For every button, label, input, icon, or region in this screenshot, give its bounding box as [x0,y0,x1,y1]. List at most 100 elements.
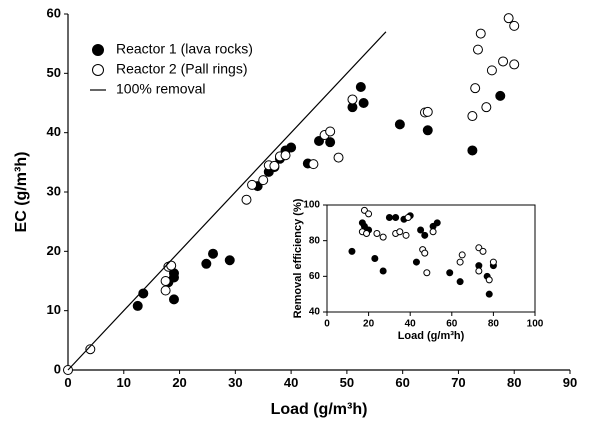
reference-line [67,31,387,371]
data-point [475,28,486,39]
data-point [286,142,297,153]
y-tick-label: 100 [303,200,320,211]
data-point [325,137,336,148]
x-tick-label: 40 [284,375,298,390]
data-point [355,81,366,92]
data-point [421,249,429,257]
data-point [160,276,171,286]
y-tick-label: 40 [47,124,61,139]
data-point [373,230,381,238]
x-tick-label: 30 [228,375,242,390]
data-point [138,288,149,299]
data-point [241,194,252,205]
y-tick-label: 40 [309,307,321,318]
x-tick-label: 80 [507,375,521,390]
data-point [392,213,400,221]
data-point [85,344,96,355]
data-point [358,98,369,108]
x-tick-label: 80 [488,319,500,330]
data-point [402,231,410,239]
data-point [422,125,433,136]
data-point [365,210,373,218]
data-point [503,13,514,24]
y-tick-label: 20 [47,243,61,258]
data-point [247,179,258,190]
data-point [385,213,393,221]
x-tick-label: 90 [563,375,577,390]
data-point [166,260,177,271]
data-point [379,267,387,275]
y-axis-label: EC (g/m³h) [13,152,30,233]
data-point [308,159,319,170]
y-tick-label: 80 [309,235,321,246]
data-point [394,119,405,130]
x-tick-label: 100 [527,319,544,330]
x-tick-label: 50 [340,375,354,390]
data-point [423,269,431,277]
data-point [489,258,497,266]
legend-swatch [92,44,104,56]
data-point [456,258,464,266]
x-tick-label: 60 [395,375,409,390]
y-tick-label: 0 [54,361,61,376]
data-point [421,231,429,239]
data-point [160,285,171,296]
data-point [417,226,425,234]
data-point [412,258,420,266]
data-point [485,290,493,298]
data-point [509,20,520,31]
legend-label: Reactor 2 (Pall rings) [116,61,248,77]
data-point [509,59,520,70]
x-tick-label: 20 [363,319,375,330]
data-point [422,106,433,117]
x-tick-label: 10 [117,375,131,390]
x-tick-label: 60 [446,319,458,330]
data-point [258,175,269,186]
data-point [325,126,336,137]
data-point [168,294,179,305]
plot-frame [326,204,536,313]
y-tick-label: 60 [309,271,321,282]
data-point [224,255,235,266]
data-point [486,65,497,76]
x-tick-label: 20 [172,375,186,390]
y-tick-label: 30 [47,183,61,198]
data-point [201,258,212,269]
data-point [485,276,493,284]
data-point [495,90,506,101]
y-tick-label: 60 [47,5,61,20]
data-point [347,94,358,105]
data-point [456,278,464,286]
data-point [404,213,412,221]
data-point [379,233,387,241]
y-tick-label: 10 [47,302,61,317]
data-point [470,83,481,94]
data-point [429,228,437,236]
data-point [472,44,483,55]
data-point [208,248,219,259]
x-tick-label: 0 [64,375,71,390]
legend-label: Reactor 1 (lava rocks) [116,41,253,57]
data-point [467,145,478,156]
data-point [479,247,487,255]
data-point [269,160,280,171]
y-axis-label: Removal efficiency (%) [292,198,304,318]
data-point [348,247,356,255]
x-tick-label: 40 [405,319,417,330]
legend-label: 100% removal [116,81,206,97]
data-point [433,219,441,227]
y-tick-label: 50 [47,65,61,80]
x-axis-label: Load (g/m³h) [271,401,368,418]
x-tick-label: 70 [451,375,465,390]
data-point [481,102,492,113]
data-point [446,269,454,277]
data-point [475,267,483,275]
x-tick-label: 0 [324,319,330,330]
data-point [280,150,291,161]
data-point [458,251,466,259]
data-point [371,255,379,262]
x-axis-label: Load (g/m³h) [398,330,465,342]
data-point [396,228,404,236]
legend-swatch [92,64,104,76]
